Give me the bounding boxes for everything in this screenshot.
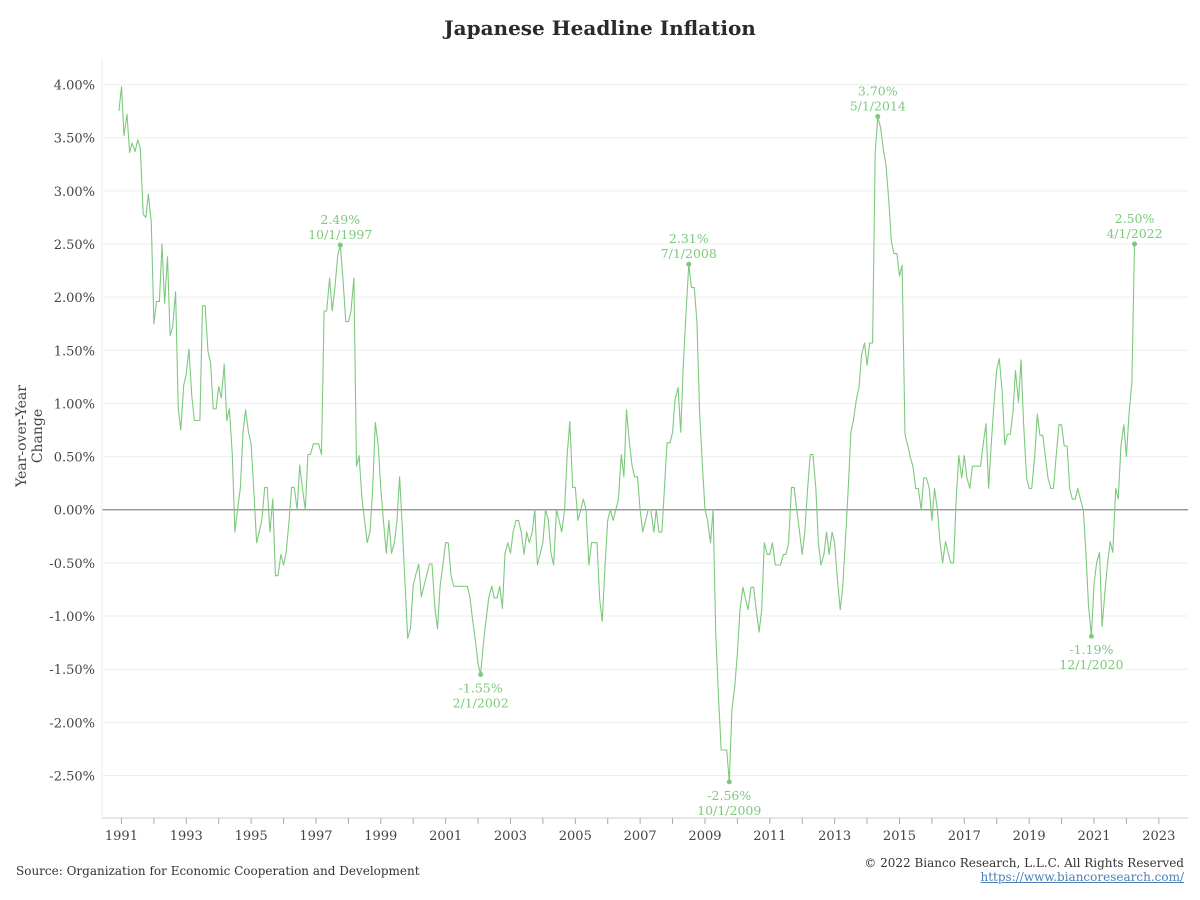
annotation-value: 2.31% bbox=[669, 231, 709, 246]
copyright-text: © 2022 Bianco Research, L.L.C. All Right… bbox=[864, 856, 1184, 870]
y-tick-label: 2.50% bbox=[54, 238, 95, 253]
y-tick-label: 2.00% bbox=[54, 291, 95, 306]
copyright-block: © 2022 Bianco Research, L.L.C. All Right… bbox=[864, 856, 1184, 884]
annotation-point bbox=[337, 242, 343, 248]
y-tick-label: -2.50% bbox=[49, 769, 95, 784]
annotation-point bbox=[875, 113, 881, 119]
x-tick-label: 2011 bbox=[753, 829, 786, 844]
source-note: Source: Organization for Economic Cooper… bbox=[16, 864, 420, 878]
x-tick-label: 2001 bbox=[429, 829, 462, 844]
annotation-date: 12/1/2020 bbox=[1059, 657, 1123, 672]
x-tick-label: 2013 bbox=[818, 829, 851, 844]
x-tick-label: 1995 bbox=[235, 829, 268, 844]
y-tick-label: 3.50% bbox=[54, 132, 95, 147]
chart-title: Japanese Headline Inflation bbox=[444, 16, 756, 40]
x-tick-label: 1993 bbox=[170, 829, 203, 844]
y-tick-label: 1.00% bbox=[54, 397, 95, 412]
annotation-date: 2/1/2002 bbox=[453, 696, 509, 711]
y-axis-ticks: 4.00% 3.50% 3.00% 2.50% 2.00% 1.50% 1.00% 0.50%… bbox=[49, 79, 95, 785]
x-tick-label: 2023 bbox=[1142, 829, 1175, 844]
annotation-date: 5/1/2014 bbox=[850, 98, 906, 113]
x-tick-label: 2007 bbox=[624, 829, 657, 844]
annotation-date: 4/1/2022 bbox=[1106, 226, 1162, 241]
x-tick-label: 2017 bbox=[948, 829, 981, 844]
annotation-point bbox=[1088, 633, 1094, 639]
y-tick-label: -0.50% bbox=[49, 557, 95, 572]
plot-area bbox=[118, 86, 1136, 783]
y-tick-label: 4.00% bbox=[54, 79, 95, 94]
annotation-value: 2.49% bbox=[320, 212, 360, 227]
website-link[interactable]: https://www.biancoresearch.com/ bbox=[980, 870, 1184, 884]
y-tick-label: 0.50% bbox=[54, 451, 95, 466]
annotation-value: 2.50% bbox=[1115, 211, 1155, 226]
x-tick-label: 2003 bbox=[494, 829, 527, 844]
annotation-value: -1.19% bbox=[1069, 642, 1113, 657]
y-tick-label: -1.50% bbox=[49, 663, 95, 678]
annotation-value: 3.70% bbox=[858, 83, 898, 98]
annotations: 2.49%10/1/1997 -1.55%2/1/2002 2.31%7/1/200… bbox=[308, 83, 1162, 817]
annotation-date: 10/1/2009 bbox=[697, 803, 761, 818]
x-axis: 1991 1993 1995 1997 1999 2001 2003 2005 2007 2009… bbox=[101, 58, 1188, 844]
x-tick-label: 1999 bbox=[364, 829, 397, 844]
annotation-date: 10/1/1997 bbox=[308, 227, 372, 242]
annotation-date: 7/1/2008 bbox=[661, 246, 717, 261]
x-tick-label: 2021 bbox=[1077, 829, 1110, 844]
y-tick-label: 1.50% bbox=[54, 344, 95, 359]
x-tick-label: 2009 bbox=[688, 829, 721, 844]
x-tick-label: 2019 bbox=[1013, 829, 1046, 844]
annotation-point bbox=[478, 672, 484, 678]
annotation-value: -1.55% bbox=[459, 681, 503, 696]
y-tick-label: -1.00% bbox=[49, 610, 95, 625]
y-tick-label: 3.00% bbox=[54, 185, 95, 200]
y-tick-label: 0.00% bbox=[54, 504, 95, 519]
annotation-point bbox=[726, 779, 732, 785]
annotation-value: -2.56% bbox=[707, 788, 751, 803]
gridlines bbox=[102, 84, 1188, 776]
series-line bbox=[118, 86, 1136, 783]
annotation-point bbox=[1132, 241, 1138, 247]
x-tick-label: 2015 bbox=[883, 829, 916, 844]
x-tick-label: 1991 bbox=[105, 829, 138, 844]
x-tick-label: 2005 bbox=[559, 829, 592, 844]
x-tick-label: 1997 bbox=[299, 829, 332, 844]
annotation-point bbox=[686, 261, 692, 267]
y-tick-label: -2.00% bbox=[49, 716, 95, 731]
